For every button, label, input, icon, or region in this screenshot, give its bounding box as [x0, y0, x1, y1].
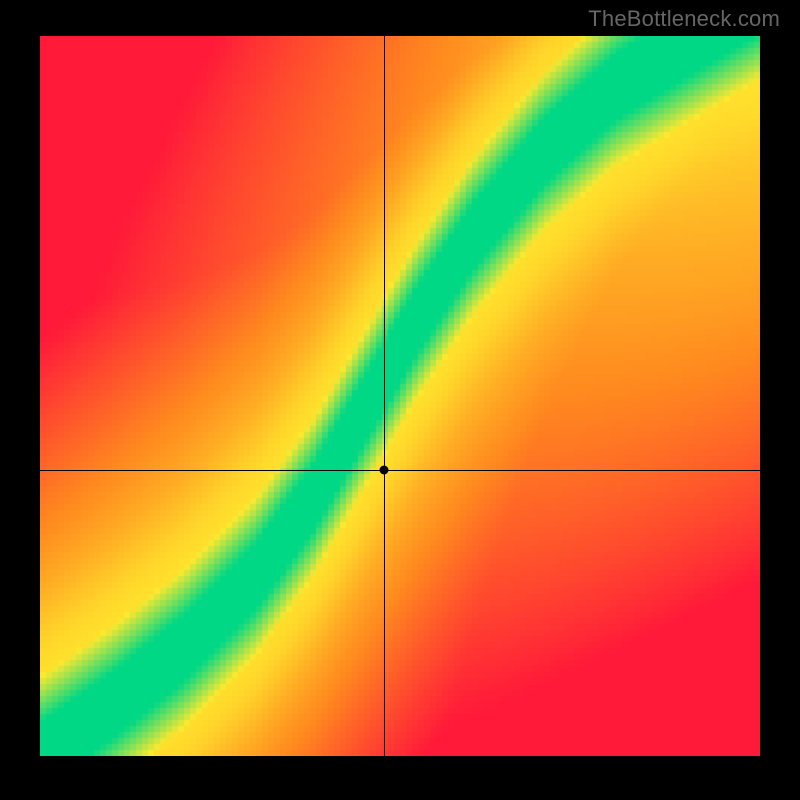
crosshair-marker[interactable]	[380, 466, 389, 475]
heatmap-plot	[40, 36, 760, 756]
chart-container: TheBottleneck.com	[0, 0, 800, 800]
crosshair-horizontal	[40, 470, 760, 471]
watermark-text: TheBottleneck.com	[588, 6, 780, 32]
crosshair-vertical	[384, 36, 385, 756]
heatmap-canvas	[40, 36, 760, 756]
